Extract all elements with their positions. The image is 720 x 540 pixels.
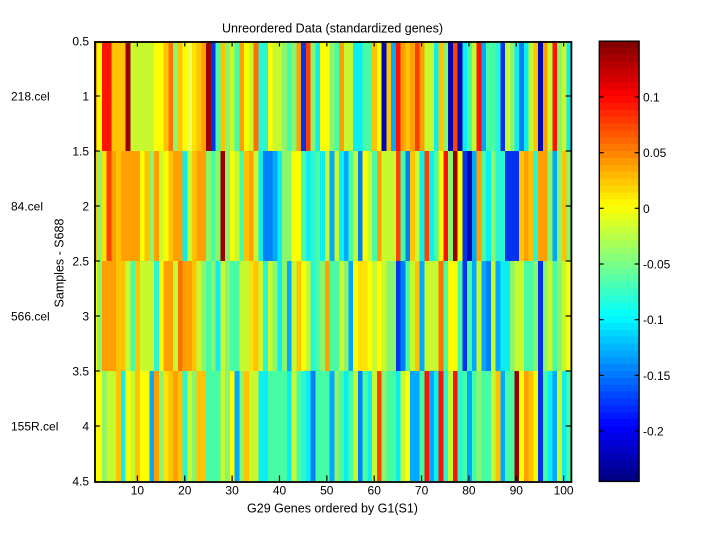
svg-text:0.1: 0.1 — [643, 90, 660, 104]
svg-text:3: 3 — [82, 310, 89, 324]
svg-text:60: 60 — [368, 484, 382, 498]
svg-text:30: 30 — [225, 484, 239, 498]
svg-text:10: 10 — [131, 484, 145, 498]
svg-text:2.5: 2.5 — [72, 255, 89, 269]
svg-text:2: 2 — [82, 200, 89, 214]
svg-text:-0.05: -0.05 — [643, 258, 671, 272]
svg-text:Unreordered Data (standardized: Unreordered Data (standardized genes) — [222, 22, 443, 36]
svg-text:1.5: 1.5 — [72, 145, 89, 159]
svg-text:80: 80 — [462, 484, 476, 498]
svg-text:40: 40 — [273, 484, 287, 498]
svg-text:1: 1 — [82, 90, 89, 104]
svg-text:100: 100 — [554, 484, 574, 498]
svg-text:84.cel: 84.cel — [11, 200, 43, 214]
svg-text:0.5: 0.5 — [72, 35, 89, 49]
svg-text:50: 50 — [320, 484, 334, 498]
svg-text:218.cel: 218.cel — [11, 90, 50, 104]
svg-text:-0.1: -0.1 — [643, 313, 664, 327]
svg-text:566.cel: 566.cel — [11, 310, 50, 324]
svg-text:4.5: 4.5 — [72, 475, 89, 489]
svg-text:0: 0 — [643, 202, 650, 216]
svg-text:-0.15: -0.15 — [643, 369, 671, 383]
svg-text:Samples - S688: Samples - S688 — [53, 218, 67, 307]
svg-text:155R.cel: 155R.cel — [11, 420, 58, 434]
svg-text:70: 70 — [415, 484, 429, 498]
svg-text:-0.2: -0.2 — [643, 425, 664, 439]
svg-text:G29 Genes ordered by G1(S1): G29 Genes ordered by G1(S1) — [247, 502, 418, 516]
svg-text:20: 20 — [178, 484, 192, 498]
svg-text:90: 90 — [510, 484, 524, 498]
svg-text:3.5: 3.5 — [72, 365, 89, 379]
svg-text:0.05: 0.05 — [643, 146, 667, 160]
svg-text:4: 4 — [82, 420, 89, 434]
